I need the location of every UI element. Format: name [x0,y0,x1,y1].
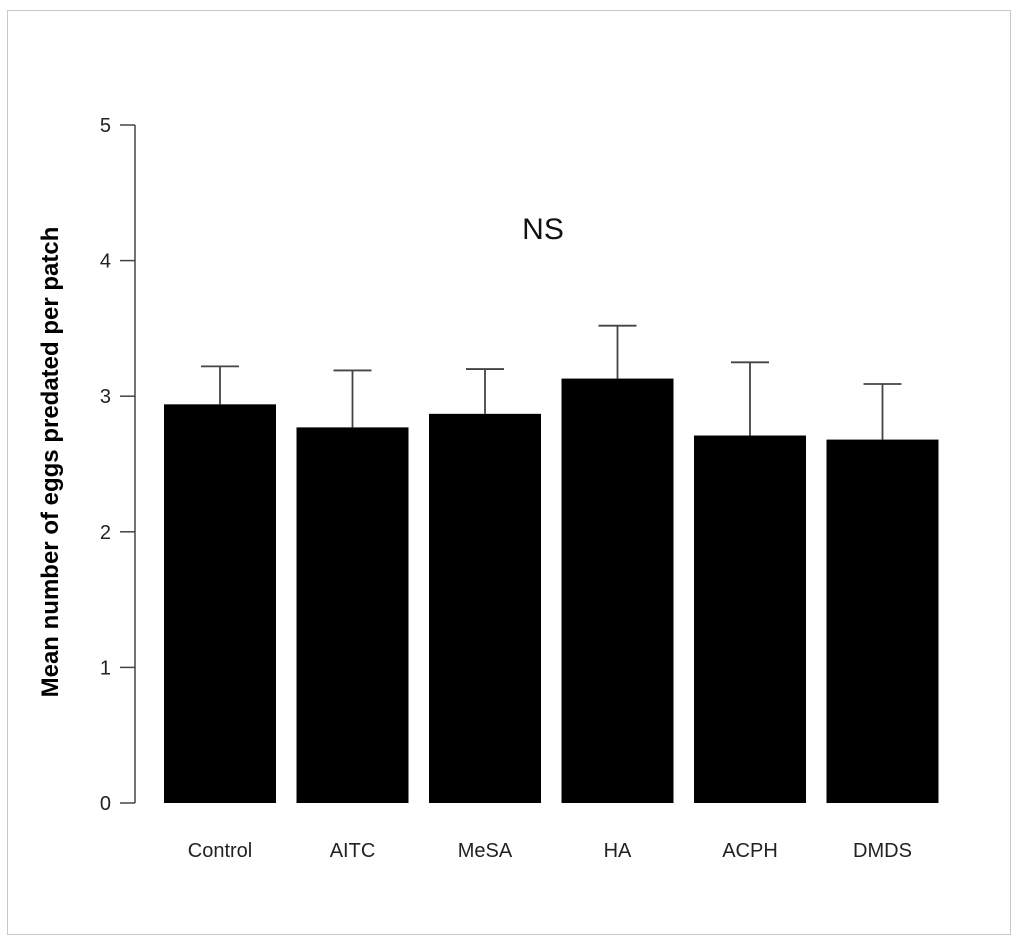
bars [164,378,939,803]
category-label: MeSA [458,840,513,862]
category-label: AITC [330,840,376,862]
bar-acph [694,435,806,803]
y-tick-label: 2 [100,522,111,544]
y-tick-label: 0 [100,793,111,815]
category-label: Control [188,840,252,862]
y-tick-label: 5 [100,115,111,137]
y-tick-label: 1 [100,657,111,679]
bar-ha [561,378,674,803]
bar-dmds [826,439,939,803]
y-tick-label: 4 [100,251,111,273]
error-bars [201,324,902,440]
y-axis-label: Mean number of eggs predated per patch [37,227,64,698]
significance-annotation: NS [522,213,564,246]
bar-aitc [296,427,409,803]
category-label: DMDS [853,840,912,862]
bar-control [164,404,276,803]
category-label: ACPH [722,840,778,862]
y-tick-label: 3 [100,386,111,408]
x-axis-labels: Control AITC MeSA HA ACPH DMDS [188,840,912,862]
y-axis: 0 1 2 3 4 5 [100,115,136,815]
category-label: HA [604,840,632,862]
bar-mesa [429,413,541,803]
